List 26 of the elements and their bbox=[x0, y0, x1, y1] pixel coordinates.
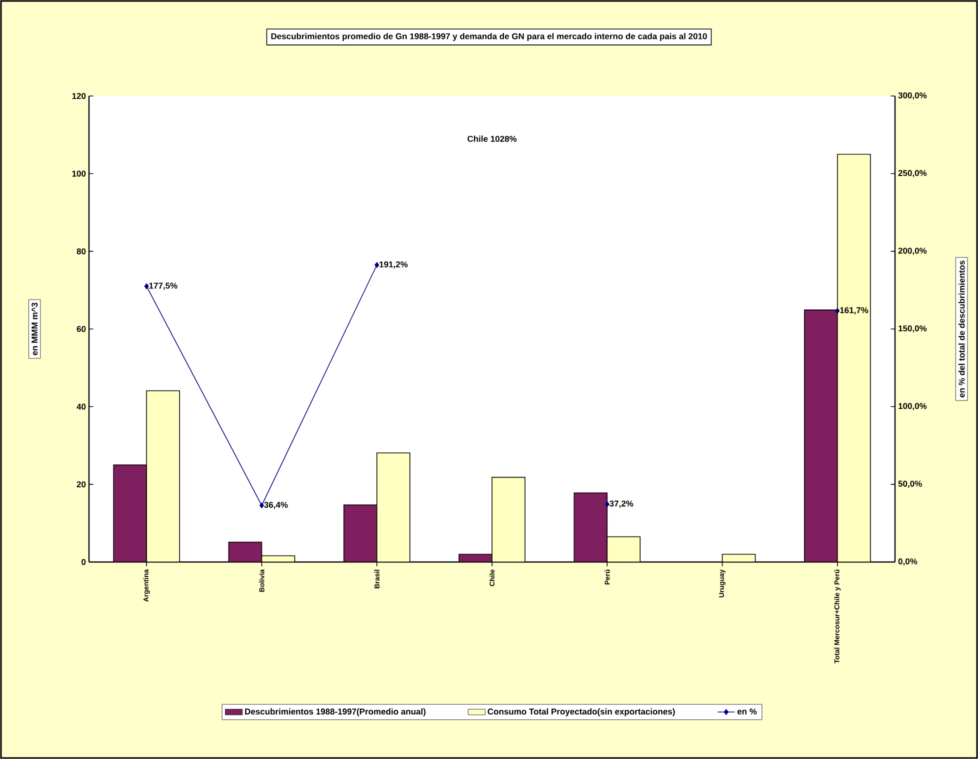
y-tick-label: 20 bbox=[76, 481, 86, 488]
data-label: 191,2% bbox=[380, 261, 408, 269]
y2-tick-label: 150,0% bbox=[898, 325, 927, 333]
y2-tick-label: 100,0% bbox=[898, 403, 927, 410]
legend-label: Descubrimientos 1988-1997(Promedio anual) bbox=[245, 708, 426, 716]
legend-label: Consumo Total Proyectado(sin exportaciones) bbox=[488, 708, 675, 716]
data-label: 37,2% bbox=[610, 500, 634, 508]
annotation: Chile 1028% bbox=[468, 136, 517, 142]
y-axis-title: en MMM m^3 bbox=[32, 302, 38, 356]
y2-tick-label: 300,0% bbox=[898, 92, 927, 100]
y2-tick-label: 200,0% bbox=[898, 248, 927, 255]
y-tick-label: 0 bbox=[82, 558, 86, 565]
y2-tick-label: 250,0% bbox=[898, 170, 927, 178]
y-tick-label: 60 bbox=[76, 326, 86, 332]
chart-title: Descubrimientos promedio de Gn 1988-1997 y demanda de GN para el mercado interno de cada pais al 2010 bbox=[271, 33, 707, 41]
y-tick-label: 80 bbox=[76, 248, 86, 254]
data-label: 36,4% bbox=[264, 502, 288, 510]
data-label: 161,7% bbox=[840, 307, 868, 314]
data-label: 177,5% bbox=[149, 282, 178, 290]
y-tick-label: 120 bbox=[72, 92, 86, 99]
y-tick-label: 40 bbox=[76, 404, 86, 410]
y2-axis-title: en % del total de descubrimientos bbox=[958, 260, 965, 398]
y-tick-label: 100 bbox=[72, 170, 86, 177]
y2-tick-label: 0,0% bbox=[898, 558, 918, 566]
legend-label: en % bbox=[737, 708, 757, 714]
y2-tick-label: 50,0% bbox=[898, 480, 922, 488]
